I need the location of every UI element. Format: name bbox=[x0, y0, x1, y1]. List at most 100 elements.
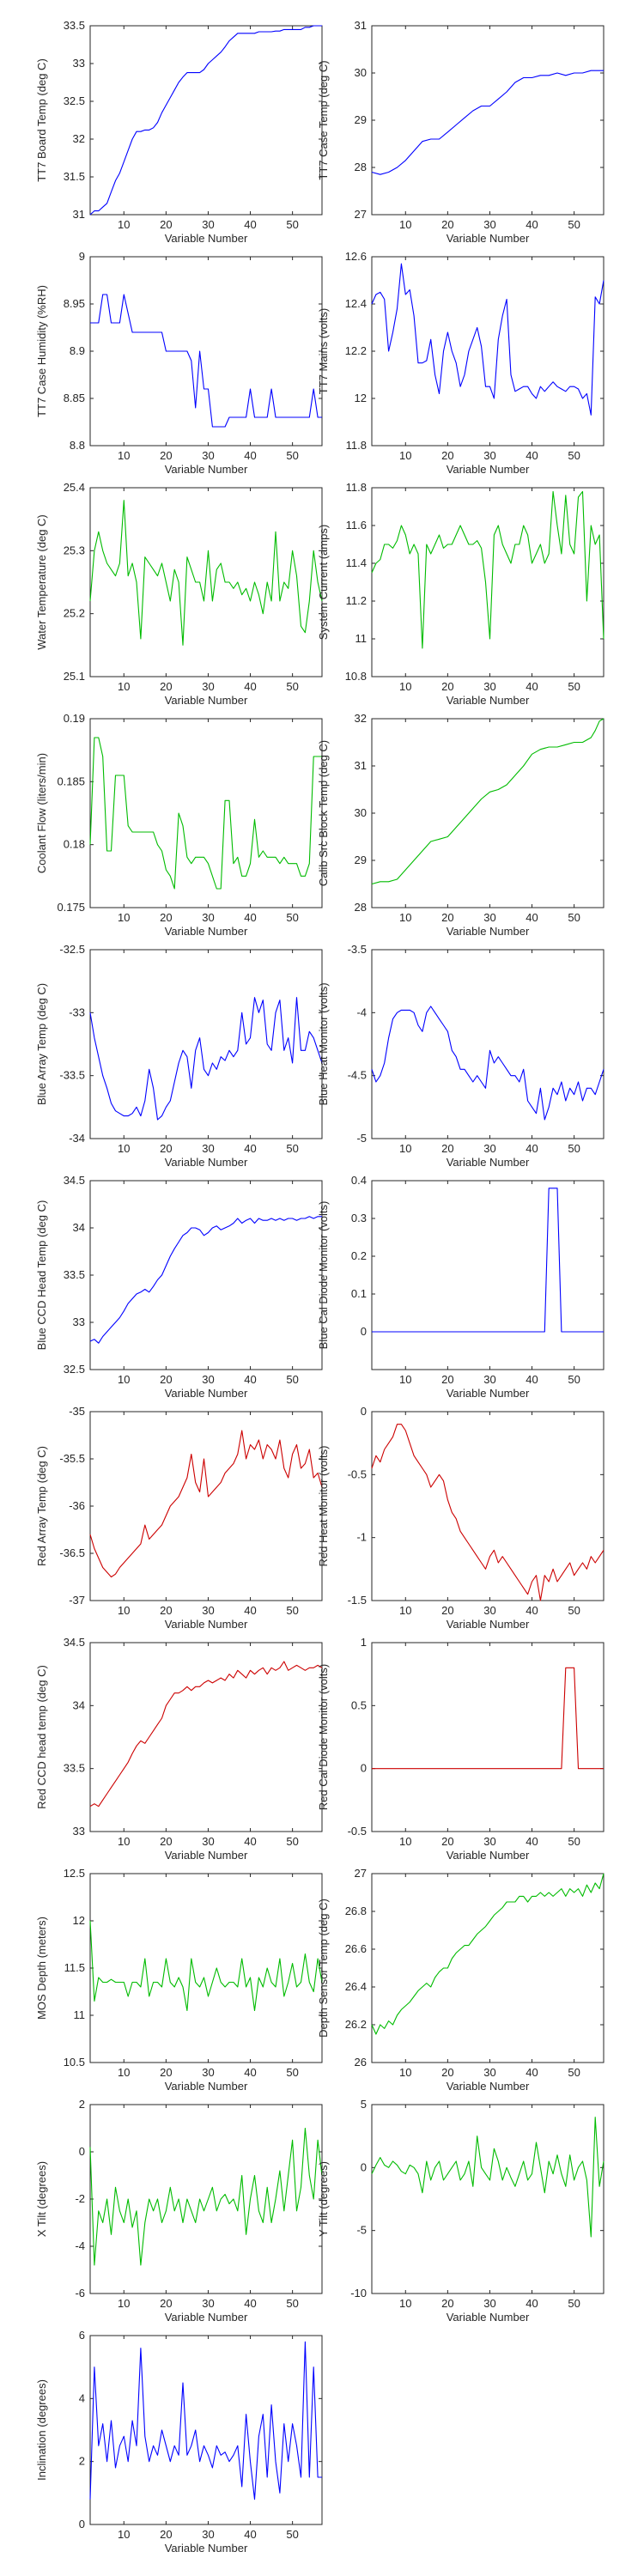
series-line bbox=[372, 1667, 604, 1770]
x-tick-label: 40 bbox=[244, 680, 256, 693]
x-tick-label: 40 bbox=[244, 2528, 256, 2541]
y-tick-label: 4 bbox=[79, 2391, 85, 2404]
plot-frame bbox=[371, 1873, 605, 2063]
y-tick-label: 10.8 bbox=[345, 670, 367, 683]
x-tick-label: 50 bbox=[568, 1604, 580, 1617]
chart-10: 10 20 30 40 50 -5 -4.5 -4 -3.5 Variable Number Blu… bbox=[317, 943, 605, 1169]
series-line bbox=[371, 2117, 605, 2238]
y-tick-label: -34 bbox=[69, 1132, 85, 1145]
plot-frame bbox=[89, 25, 323, 216]
y-axis-label: MOS Depth (meters) bbox=[35, 1917, 48, 2020]
y-tick-label: 0.4 bbox=[351, 1174, 367, 1187]
y-tick-label: -1.5 bbox=[348, 1594, 367, 1607]
plot-frame bbox=[89, 487, 323, 677]
x-tick-label: 20 bbox=[441, 2297, 453, 2310]
x-axis-label: Variable Number bbox=[165, 232, 248, 245]
x-tick-label: 30 bbox=[483, 1373, 495, 1386]
y-axis-label: Calib Src Block Temp (deg C) bbox=[317, 740, 330, 886]
y-axis-label: Depth Sensor Temp (deg C) bbox=[317, 1899, 330, 2038]
chart-21: 10 20 30 40 50 0 2 4 6 Variable Number Inclination… bbox=[35, 2329, 323, 2555]
x-tick-label: 50 bbox=[568, 911, 580, 924]
y-tick-label: 12.4 bbox=[345, 297, 367, 310]
chart-18: 10 20 30 40 50 26 26.2 26.4 26.6 26.8 27 Variable N… bbox=[317, 1867, 605, 2093]
x-axis-label: Variable Number bbox=[447, 925, 530, 938]
y-tick-label: 12 bbox=[73, 1914, 85, 1927]
y-tick-label: 11 bbox=[355, 632, 368, 645]
y-tick-label: 27 bbox=[355, 1867, 367, 1880]
y-axis-label: Coolant Flow (liters/min) bbox=[35, 753, 48, 873]
y-tick-label: -0.5 bbox=[348, 1825, 367, 1838]
x-tick-label: 10 bbox=[399, 1373, 411, 1386]
y-axis-label: Red Cal Diode Monitor (volts) bbox=[317, 1664, 330, 1811]
x-tick-label: 40 bbox=[244, 911, 256, 924]
series-line bbox=[371, 70, 604, 175]
x-axis-label: Variable Number bbox=[165, 1618, 248, 1631]
series-line bbox=[89, 1216, 322, 1344]
x-tick-label: 40 bbox=[526, 1142, 538, 1155]
x-tick-label: 40 bbox=[526, 680, 538, 693]
y-tick-label: -4 bbox=[356, 1005, 367, 1018]
y-tick-label: 34.5 bbox=[64, 1174, 85, 1187]
series-line bbox=[371, 1873, 605, 2035]
x-tick-label: 50 bbox=[286, 449, 298, 462]
plot-frame bbox=[89, 1642, 323, 1832]
series-line bbox=[89, 1920, 323, 2012]
y-tick-label: -3.5 bbox=[348, 943, 367, 956]
x-tick-label: 10 bbox=[399, 449, 411, 462]
x-tick-label: 40 bbox=[526, 1373, 538, 1386]
x-axis-label: Variable Number bbox=[447, 1387, 530, 1400]
y-tick-label: 0.3 bbox=[351, 1212, 367, 1224]
chart-19: 10 20 30 40 50 -6 -4 -2 0 2 Variable Number X Tilt … bbox=[35, 2098, 323, 2324]
x-tick-label: 10 bbox=[118, 1604, 130, 1617]
x-tick-label: 40 bbox=[526, 449, 538, 462]
x-tick-label: 10 bbox=[399, 1835, 411, 1848]
y-tick-label: 9 bbox=[79, 250, 85, 263]
y-tick-label: 29 bbox=[355, 113, 367, 126]
plot-frame bbox=[371, 949, 605, 1139]
y-tick-label: -35 bbox=[69, 1405, 85, 1418]
x-tick-label: 20 bbox=[441, 911, 453, 924]
y-tick-label: 25.2 bbox=[64, 607, 85, 620]
x-tick-label: 20 bbox=[441, 1835, 453, 1848]
x-tick-label: 20 bbox=[441, 1373, 453, 1386]
x-axis-label: Variable Number bbox=[447, 463, 530, 476]
x-tick-label: 20 bbox=[160, 1835, 172, 1848]
y-tick-label: 33.5 bbox=[64, 19, 85, 32]
x-tick-label: 40 bbox=[244, 1604, 256, 1617]
y-tick-label: -5 bbox=[356, 1132, 367, 1145]
y-tick-label: -10 bbox=[350, 2287, 367, 2300]
x-tick-label: 20 bbox=[160, 1373, 172, 1386]
y-tick-label: 31 bbox=[355, 759, 367, 772]
series-line bbox=[371, 263, 605, 416]
series-line bbox=[89, 2341, 322, 2500]
plot-frame bbox=[371, 1642, 605, 1832]
y-axis-label: Inclination (degrees) bbox=[35, 2379, 48, 2481]
y-tick-label: 12.6 bbox=[345, 250, 367, 263]
y-tick-label: 0 bbox=[79, 2145, 85, 2158]
plot-frame bbox=[371, 256, 605, 447]
y-tick-label: -33.5 bbox=[59, 1069, 85, 1082]
x-tick-label: 30 bbox=[483, 2297, 495, 2310]
x-axis-label: Variable Number bbox=[165, 2080, 248, 2093]
y-tick-label: 32.5 bbox=[64, 1363, 85, 1376]
series-line bbox=[372, 1188, 604, 1333]
x-tick-label: 10 bbox=[118, 449, 130, 462]
y-axis-label: System Current (amps) bbox=[317, 525, 330, 640]
x-tick-label: 30 bbox=[483, 680, 495, 693]
y-tick-label: 29 bbox=[355, 854, 367, 866]
x-tick-label: 40 bbox=[244, 449, 256, 462]
x-tick-label: 30 bbox=[202, 1604, 214, 1617]
x-tick-label: 40 bbox=[244, 218, 256, 231]
x-axis-label: Variable Number bbox=[165, 925, 248, 938]
y-tick-label: 31 bbox=[355, 19, 367, 32]
x-tick-label: 20 bbox=[160, 449, 172, 462]
x-tick-label: 40 bbox=[244, 1142, 256, 1155]
chart-5: 10 20 30 40 50 25.1 25.2 25.3 25.4 Variable Numbe… bbox=[35, 481, 323, 707]
x-tick-label: 50 bbox=[568, 218, 580, 231]
x-tick-label: 50 bbox=[568, 680, 580, 693]
y-tick-label: 11.8 bbox=[346, 439, 367, 452]
y-tick-label: 33 bbox=[73, 1825, 85, 1838]
x-tick-label: 20 bbox=[441, 1604, 453, 1617]
y-tick-label: 30 bbox=[355, 806, 367, 819]
x-tick-label: 40 bbox=[526, 1604, 538, 1617]
